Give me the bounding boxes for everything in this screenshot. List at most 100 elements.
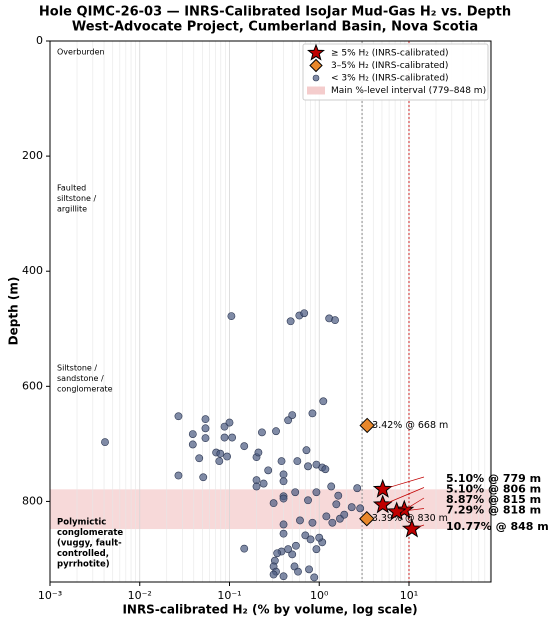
dot-marker bbox=[223, 452, 231, 461]
dot-marker bbox=[174, 412, 183, 421]
dot-marker bbox=[279, 470, 288, 479]
dot-marker bbox=[332, 500, 341, 509]
dot-marker bbox=[258, 428, 266, 437]
zone-label: Polymictic bbox=[57, 518, 106, 528]
zone-label: siltstone / bbox=[57, 194, 96, 203]
dot-marker bbox=[306, 535, 315, 544]
dot-marker bbox=[356, 504, 365, 513]
dot-marker bbox=[195, 454, 204, 463]
dot-marker bbox=[174, 471, 183, 480]
dot-marker bbox=[279, 529, 288, 538]
dot-marker bbox=[322, 512, 331, 521]
dot-marker bbox=[240, 442, 249, 451]
dot-marker bbox=[201, 434, 210, 443]
zone-label: Overburden bbox=[57, 48, 105, 57]
data-label: 5.10% @ 806 m bbox=[446, 483, 541, 496]
dot-marker bbox=[308, 518, 317, 527]
star-marker bbox=[307, 43, 325, 61]
dot-marker bbox=[101, 438, 109, 447]
data-label: 8.87% @ 815 m bbox=[446, 493, 541, 506]
dot-marker bbox=[284, 416, 293, 425]
dot-marker bbox=[312, 488, 321, 497]
dot-marker bbox=[305, 565, 313, 574]
dot-marker bbox=[334, 491, 343, 500]
diamond-marker bbox=[359, 417, 375, 434]
dot-marker bbox=[300, 309, 309, 318]
leader-line bbox=[382, 487, 425, 506]
data-label: 5.10% @ 779 m bbox=[446, 472, 541, 485]
dot-marker bbox=[301, 531, 310, 540]
zone-label: conglomerate bbox=[57, 385, 113, 394]
dot-marker bbox=[308, 409, 317, 418]
dot-marker bbox=[353, 484, 362, 493]
star-marker bbox=[401, 518, 422, 538]
chart-title: Hole QIMC-26-03 — INRS-Calibrated IsoJar… bbox=[39, 5, 511, 20]
chart-subtitle: West-Advocate Project, Cumberland Basin,… bbox=[72, 20, 478, 35]
dot-marker bbox=[304, 496, 312, 505]
y-axis-label: Depth (m) bbox=[7, 277, 21, 346]
dot-marker bbox=[220, 433, 229, 442]
star-marker bbox=[372, 478, 393, 498]
legend-swatch bbox=[307, 86, 325, 95]
dot-marker bbox=[310, 573, 319, 582]
leader-line bbox=[396, 508, 425, 513]
dot-marker bbox=[225, 418, 234, 427]
y-tick-label: 400 bbox=[22, 264, 43, 277]
dot-marker bbox=[188, 430, 197, 438]
dot-marker bbox=[315, 533, 324, 542]
leader-line bbox=[382, 476, 425, 490]
data-label: 3.42% @ 668 m bbox=[372, 420, 448, 431]
dot-marker bbox=[227, 312, 236, 321]
legend-label: < 3% H₂ (INRS-calibrated) bbox=[331, 74, 449, 84]
y-tick-label: 800 bbox=[22, 494, 43, 507]
zone-label: Siltstone / bbox=[57, 364, 97, 373]
data-label: 3.39% @ 830 m bbox=[372, 513, 448, 524]
dot-marker bbox=[269, 570, 278, 579]
diamond-marker bbox=[359, 510, 375, 527]
x-tick-label: 10⁻² bbox=[128, 589, 152, 602]
dot-marker bbox=[269, 499, 278, 508]
dot-marker bbox=[273, 549, 282, 558]
dot-marker bbox=[277, 457, 286, 466]
dot-marker bbox=[284, 545, 293, 554]
data-label: 7.29% @ 818 m bbox=[446, 504, 541, 517]
x-tick-label: 10¹ bbox=[400, 589, 418, 602]
zone-label: pyrrhotite) bbox=[57, 560, 110, 570]
dot-marker bbox=[272, 427, 280, 436]
dot-marker bbox=[279, 494, 288, 503]
x-tick-label: 10⁻³ bbox=[38, 589, 62, 602]
dot-marker bbox=[321, 465, 330, 474]
dot-marker bbox=[279, 572, 288, 581]
zone-label: controlled, bbox=[57, 549, 109, 559]
dot-marker bbox=[347, 503, 356, 512]
zone-label: (vuggy, fault- bbox=[57, 539, 122, 549]
x-tick-label: 10⁻¹ bbox=[217, 589, 241, 602]
dot-marker bbox=[288, 550, 297, 559]
dot-marker bbox=[302, 446, 311, 455]
x-axis-label: INRS-calibrated H₂ (% by volume, log sca… bbox=[122, 603, 417, 617]
y-tick-label: 600 bbox=[22, 379, 43, 392]
y-tick-label: 0 bbox=[36, 34, 43, 47]
dot-marker bbox=[254, 448, 263, 457]
dot-marker bbox=[327, 482, 336, 491]
dot-marker bbox=[201, 424, 210, 433]
legend-label: ≥ 5% H₂ (INRS-calibrated) bbox=[331, 49, 449, 59]
legend-box bbox=[302, 43, 489, 101]
dot-marker bbox=[319, 397, 328, 406]
dot-marker bbox=[252, 482, 261, 491]
leader-line bbox=[404, 497, 425, 511]
dot-marker bbox=[292, 541, 300, 550]
dot-marker bbox=[264, 466, 273, 475]
dot-marker bbox=[286, 317, 295, 326]
legend-label: 3–5% H₂ (INRS-calibrated) bbox=[331, 61, 448, 71]
dot-marker bbox=[288, 411, 297, 419]
y-tick-label: 200 bbox=[22, 149, 43, 162]
zone-label: argillite bbox=[57, 205, 87, 214]
zone-label: Faulted bbox=[57, 184, 86, 193]
data-label: 10.77% @ 848 m bbox=[446, 520, 549, 533]
dot-marker bbox=[340, 510, 349, 519]
dot-marker bbox=[312, 74, 320, 82]
dot-marker bbox=[199, 473, 208, 482]
